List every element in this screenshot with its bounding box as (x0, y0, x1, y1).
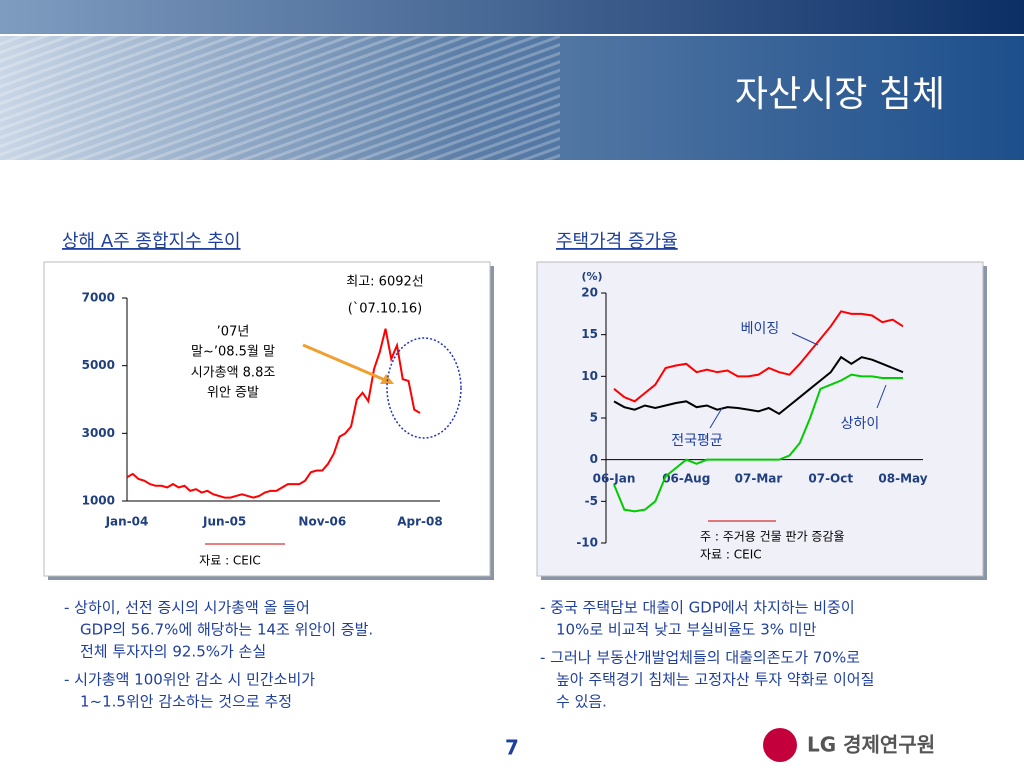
annotation: 최고: 6092선 (346, 275, 423, 290)
bullet-text: 10%로 비교적 낮고 부실비율도 3% 미만 (556, 621, 817, 639)
series-label: 베이징 (741, 321, 780, 337)
slide-title: 자산시장 침체 (735, 74, 945, 115)
x-tick-label: 07-Oct (808, 472, 853, 486)
x-tick-label: 06-Jan (593, 472, 636, 486)
y-tick-label: 5 (590, 411, 598, 425)
pointer (876, 384, 887, 409)
chart-title: 상해 A주 종합지수 추이 (62, 231, 241, 252)
arrow (302, 343, 386, 382)
pointer (791, 332, 819, 346)
x-tick-label: 08-May (878, 472, 927, 486)
page-number: 7 (505, 736, 519, 760)
banner-texture (0, 36, 560, 160)
bullet-text: - 중국 주택담보 대출이 GDP에서 차지하는 비중이 (540, 599, 855, 617)
bullet-text: GDP의 56.7%에 해당하는 14조 위안이 증발. (80, 621, 373, 639)
logo-mark (763, 728, 797, 762)
x-tick-label: 07-Mar (735, 472, 783, 486)
chart-title: 주택가격 증가율 (556, 231, 678, 252)
y-tick-label: 15 (581, 327, 598, 341)
bullet-text: - 상하이, 선전 증시의 시가총액 올 들어 (64, 599, 310, 617)
y-tick-label: -5 (585, 494, 598, 508)
line (613, 373, 903, 513)
bullet-text: 높아 주택경기 침체는 고정자산 투자 약화로 이어질 (556, 671, 874, 689)
annotation: (`07.10.16) (348, 302, 423, 317)
series-label: 상하이 (841, 416, 880, 432)
y-tick-label: 7000 (82, 291, 115, 305)
y-tick-label: -10 (576, 536, 598, 550)
bullet-text: 전체 투자자의 92.5%가 손실 (80, 643, 266, 661)
series-label: 전국평균 (671, 433, 723, 449)
panel (536, 261, 984, 577)
arrow-head (380, 374, 394, 384)
y-unit: (%) (581, 270, 602, 283)
source: 자료 : CEIC (199, 554, 261, 568)
panel (43, 261, 491, 577)
x-tick-label: 06-Aug (662, 472, 710, 486)
bullet-text: 수 있음. (556, 693, 607, 711)
y-tick-label: 5000 (82, 358, 115, 372)
y-tick-label: 1000 (82, 494, 115, 508)
x-tick-label: Jun-05 (202, 515, 246, 529)
annotation: 위안 증발 (207, 386, 259, 401)
y-tick-label: 3000 (82, 426, 115, 440)
y-tick-label: 0 (590, 452, 598, 466)
y-tick-label: 20 (581, 286, 598, 300)
note: 주 : 주거용 건물 판가 증감율 (700, 530, 845, 544)
top-bar (0, 0, 1024, 34)
bullet-text: - 그러나 부동산개발업체들의 대출의존도가 70%로 (540, 649, 860, 667)
annotation: 시가총액 8.8조 (191, 366, 276, 381)
pointer (709, 407, 723, 429)
bullet-text: - 시가총액 100위안 감소 시 민간소비가 (64, 671, 315, 689)
x-tick-label: Apr-08 (397, 515, 442, 529)
line (126, 328, 421, 499)
logo: LG 경제연구원 (807, 733, 935, 757)
highlight (386, 337, 462, 439)
x-tick-label: Nov-06 (298, 515, 346, 529)
annotation: ’07년 (217, 325, 250, 340)
line (613, 355, 904, 416)
bullet-text: 1~1.5위안 감소하는 것으로 추정 (80, 693, 292, 711)
annotation: 말~’08.5월 말 (191, 345, 275, 360)
line (613, 310, 904, 403)
source: 자료 : CEIC (700, 548, 762, 562)
x-tick-label: Jan-04 (105, 515, 149, 529)
y-tick-label: 10 (581, 369, 598, 383)
